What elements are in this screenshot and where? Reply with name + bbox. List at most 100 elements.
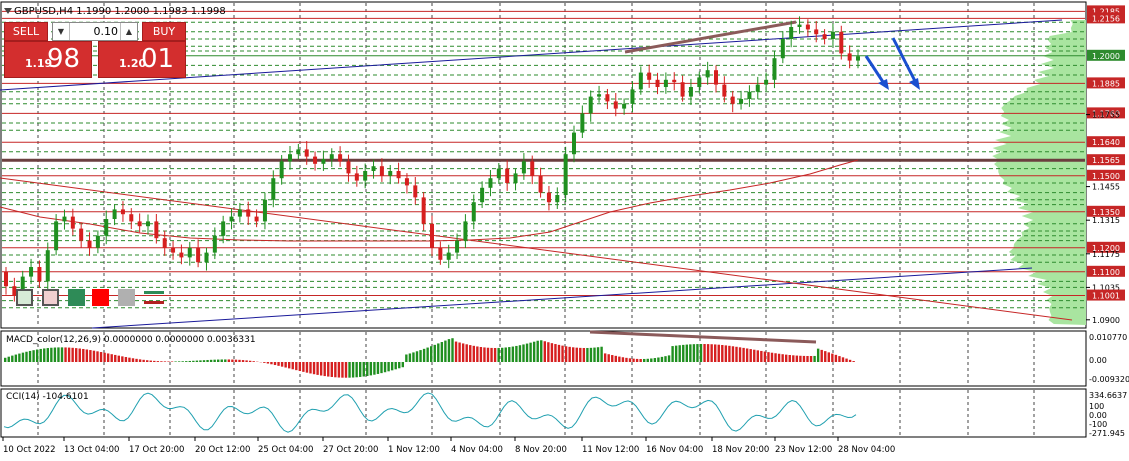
candle-body bbox=[120, 209, 125, 215]
macd-bar bbox=[699, 344, 703, 362]
candle-body bbox=[70, 216, 75, 229]
macd-bar bbox=[657, 357, 660, 362]
palette-gray-swatch[interactable] bbox=[118, 289, 135, 306]
macd-bar bbox=[85, 349, 89, 362]
sell-button[interactable]: SELL bbox=[4, 22, 48, 41]
macd-bar bbox=[490, 347, 493, 362]
palette-light-red-swatch[interactable] bbox=[42, 289, 59, 306]
macd-bar bbox=[394, 362, 397, 370]
macd-bar bbox=[724, 345, 728, 362]
macd-bar bbox=[756, 350, 759, 362]
macd-bar bbox=[67, 347, 71, 362]
macd-bar bbox=[110, 354, 113, 362]
candle-body bbox=[262, 199, 267, 222]
macd-bar bbox=[206, 359, 209, 362]
price-label: 1.1200 bbox=[1092, 244, 1120, 253]
price-label-badge bbox=[1087, 289, 1125, 301]
candle-body bbox=[847, 53, 852, 61]
macd-bar bbox=[674, 345, 678, 362]
macd-bar bbox=[728, 345, 731, 362]
lot-decrease-icon[interactable]: ▼ bbox=[53, 23, 70, 40]
macd-bar bbox=[469, 345, 472, 362]
lot-size-value[interactable]: 0.10 bbox=[93, 25, 119, 38]
candle-body bbox=[37, 267, 42, 282]
macd-bar bbox=[213, 359, 216, 362]
macd-bar bbox=[405, 354, 408, 362]
macd-bar bbox=[703, 344, 706, 362]
candle-body bbox=[780, 39, 785, 59]
cci-axis-label: -271.945 bbox=[1089, 429, 1125, 438]
macd-bar bbox=[600, 346, 603, 362]
macd-bar bbox=[387, 362, 390, 372]
macd-bar bbox=[238, 359, 241, 362]
macd-bar bbox=[117, 355, 120, 362]
candle-body bbox=[4, 271, 8, 287]
macd-bar bbox=[220, 359, 223, 362]
macd-bar bbox=[596, 347, 600, 362]
price-label: 1.2156 bbox=[1092, 14, 1120, 23]
palette-green-swatch[interactable] bbox=[68, 289, 85, 306]
macd-bar bbox=[284, 362, 287, 368]
candle-body bbox=[513, 173, 518, 183]
macd-bar bbox=[398, 362, 401, 369]
bid-price-prefix: 1.19 bbox=[25, 57, 53, 70]
macd-bar bbox=[568, 346, 571, 362]
lot-size-field[interactable]: ▼ 0.10 ▲ bbox=[52, 22, 138, 41]
palette-lines-icon[interactable] bbox=[144, 289, 164, 306]
candle-body bbox=[747, 91, 752, 99]
macd-bar bbox=[362, 362, 365, 377]
macd-bar bbox=[536, 340, 539, 362]
palette-red-swatch[interactable] bbox=[92, 289, 109, 306]
macd-bar bbox=[529, 342, 532, 362]
macd-divergence-line bbox=[589, 330, 817, 344]
macd-bar bbox=[603, 353, 607, 362]
cci-axis-label: 0.00 bbox=[1089, 411, 1107, 420]
macd-bar bbox=[845, 358, 848, 362]
palette-light-green-swatch[interactable] bbox=[16, 289, 33, 306]
color-palette-toolbar bbox=[16, 289, 166, 309]
macd-bar bbox=[540, 340, 543, 362]
macd-bar bbox=[359, 362, 362, 377]
macd-bar bbox=[465, 344, 468, 362]
candle-body bbox=[187, 247, 192, 258]
candle-body bbox=[622, 103, 627, 109]
cci-frame bbox=[0, 388, 1087, 438]
macd-bar bbox=[323, 362, 326, 377]
macd-bar bbox=[678, 345, 681, 362]
cci-line bbox=[3, 392, 857, 433]
macd-bar bbox=[351, 362, 355, 378]
price-label: 1.1885 bbox=[1092, 79, 1120, 88]
lot-increase-icon[interactable]: ▲ bbox=[120, 23, 137, 40]
macd-bar bbox=[280, 362, 284, 367]
macd-bar bbox=[731, 346, 735, 362]
macd-bar bbox=[298, 362, 302, 372]
candle-body bbox=[212, 235, 217, 253]
macd-bar bbox=[472, 345, 475, 362]
time-label: 25 Oct 04:00 bbox=[258, 445, 313, 455]
macd-bar bbox=[114, 354, 117, 362]
macd-bar bbox=[660, 356, 664, 362]
candle-body bbox=[338, 154, 343, 162]
ask-price-button[interactable]: 1.20 01 bbox=[98, 41, 186, 78]
macd-axis-label: -0.009320 bbox=[1089, 375, 1129, 384]
candle-body bbox=[254, 216, 259, 222]
macd-bar bbox=[547, 342, 550, 362]
price-label-badge bbox=[1087, 49, 1125, 61]
macd-bar bbox=[628, 358, 632, 362]
candle-body bbox=[54, 221, 59, 251]
candle-body bbox=[321, 159, 326, 164]
macd-bar bbox=[46, 348, 49, 362]
macd-bar bbox=[28, 350, 32, 362]
time-label: 27 Oct 20:00 bbox=[323, 445, 378, 455]
bid-price-button[interactable]: 1.19 98 bbox=[4, 41, 92, 78]
macd-bar bbox=[82, 348, 85, 362]
candle-body bbox=[430, 223, 434, 248]
macd-bar bbox=[685, 344, 688, 362]
macd-bar bbox=[202, 360, 206, 362]
macd-bar bbox=[14, 354, 18, 362]
buy-button[interactable]: BUY bbox=[142, 22, 186, 41]
lower-channel-line bbox=[91, 267, 1033, 329]
macd-bar bbox=[554, 344, 557, 362]
